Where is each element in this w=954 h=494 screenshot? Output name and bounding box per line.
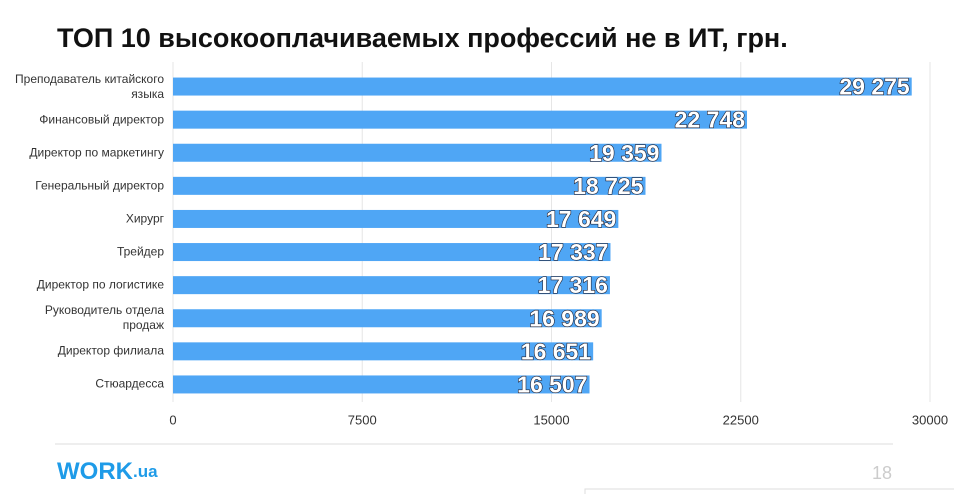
bar (173, 309, 602, 328)
value-label: 29 275 (839, 74, 910, 100)
bar (173, 276, 610, 295)
x-tick-label: 7500 (348, 412, 377, 427)
bar (173, 77, 912, 96)
x-tick-label: 30000 (912, 412, 948, 427)
category-label: Директор по маркетингу (29, 145, 164, 160)
x-tick-label: 15000 (533, 412, 569, 427)
value-label: 17 316 (538, 272, 608, 298)
logo-suffix: .ua (133, 462, 158, 481)
value-label: 19 359 (589, 140, 659, 166)
value-label: 18 725 (573, 173, 644, 199)
category-label: Директор по логистике (36, 277, 164, 292)
x-tick-label: 22500 (723, 412, 759, 427)
value-label: 22 748 (675, 107, 746, 133)
x-tick-label: 0 (169, 412, 176, 427)
bar (173, 243, 611, 262)
category-label: Хирург (125, 211, 164, 226)
category-label: Стюардесса (95, 376, 164, 391)
value-label: 16 989 (529, 305, 599, 331)
bar (173, 176, 646, 195)
value-label: 17 649 (546, 206, 616, 232)
value-label: 16 651 (521, 338, 592, 364)
category-label: Преподаватель китайского языка (15, 71, 164, 101)
bar (173, 209, 619, 228)
category-label: Генеральный директор (35, 178, 164, 193)
logo-main: WORK (57, 458, 134, 485)
bar (173, 143, 662, 162)
chart-title: ТОП 10 высокооплачиваемых профессий не в… (57, 23, 788, 53)
bar (173, 110, 748, 129)
value-label: 16 507 (517, 372, 587, 398)
page-number: 18 (872, 463, 892, 483)
category-label: Руководитель отдела продаж (44, 303, 164, 333)
category-label: Директор филиала (57, 343, 164, 358)
value-label: 17 337 (538, 239, 608, 265)
logo: WORK.ua (57, 458, 158, 485)
bar (173, 342, 594, 361)
category-label: Финансовый директор (39, 112, 164, 127)
popup-edge (584, 488, 954, 494)
category-label: Трейдер (116, 244, 164, 259)
bar (173, 375, 590, 394)
